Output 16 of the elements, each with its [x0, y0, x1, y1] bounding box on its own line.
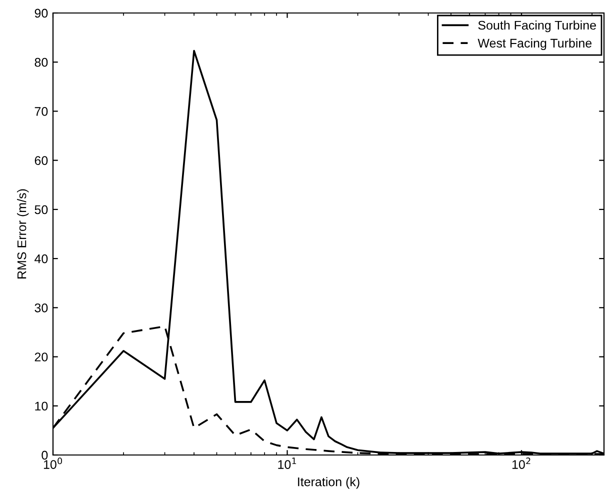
- x-axis-title: Iteration (k): [298, 477, 360, 489]
- y-tick-label: 20: [34, 352, 48, 362]
- x-tick-label: 10$^{2}$: [512, 458, 530, 469]
- y-tick-label: 90: [34, 8, 48, 18]
- x-tick-label: 10$^{1}$: [278, 458, 296, 469]
- y-axis-title: RMS Error (m/s): [17, 189, 29, 278]
- y-tick-label: 30: [34, 303, 48, 312]
- y-tick-label: 40: [34, 254, 48, 264]
- legend-label: South Facing Turbine: [478, 20, 596, 32]
- y-tick-label: 70: [34, 107, 48, 116]
- y-tick-label: 60: [34, 156, 48, 165]
- y-tick-label: 80: [34, 58, 48, 67]
- legend-label: West Facing Turbine: [478, 38, 592, 50]
- y-tick-label: 10: [35, 402, 48, 411]
- y-tick-label: 0: [42, 450, 48, 460]
- y-tick-label: 50: [34, 205, 48, 214]
